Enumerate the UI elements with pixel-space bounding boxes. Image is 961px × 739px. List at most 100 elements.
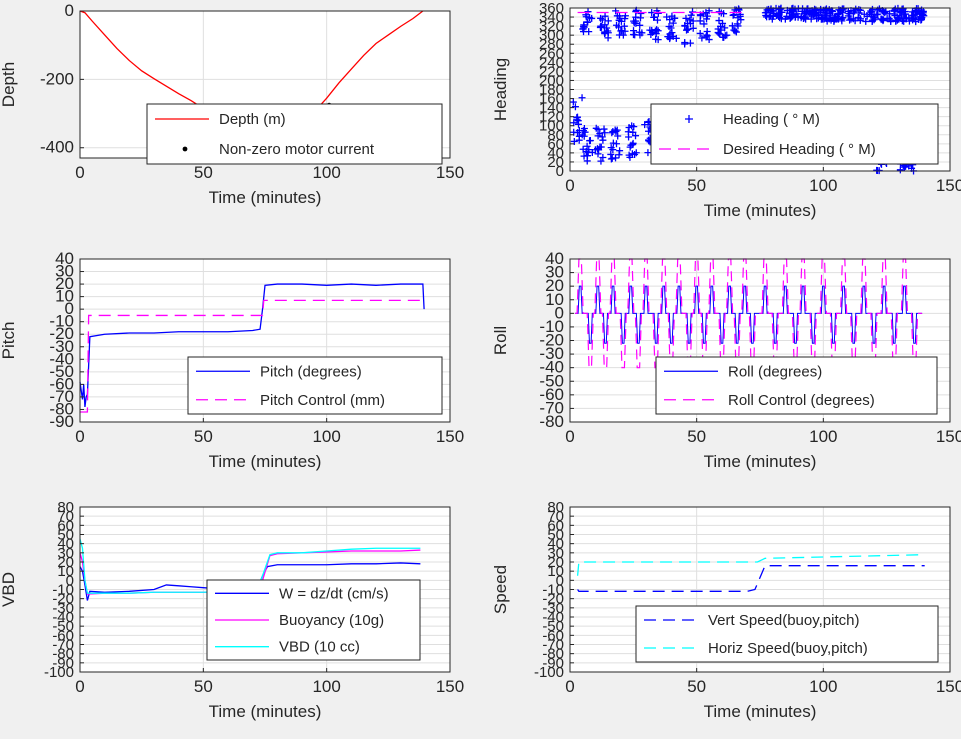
series-1-line	[575, 285, 923, 344]
plus-marker	[570, 119, 578, 127]
plus-marker	[569, 98, 577, 106]
x-tick-label: 150	[436, 427, 464, 446]
plus-marker	[908, 12, 916, 20]
y-tick-label: 40	[57, 536, 74, 553]
y-axis-label: Depth	[0, 62, 18, 107]
y-tick-label: 70	[57, 508, 74, 525]
plus-marker	[597, 14, 605, 22]
plus-marker	[838, 15, 846, 23]
y-tick-label: -30	[49, 337, 74, 356]
y-tick-label: 20	[55, 274, 74, 293]
x-tick-label: 0	[565, 176, 574, 195]
y-tick-label: -50	[49, 362, 74, 381]
plus-marker	[919, 11, 927, 19]
plus-marker	[687, 11, 695, 19]
plus-marker	[601, 21, 609, 29]
x-tick-label: 100	[809, 176, 837, 195]
plus-marker	[684, 25, 692, 33]
y-tick-label: -40	[52, 609, 74, 626]
plus-marker	[612, 140, 620, 148]
plus-marker	[736, 12, 744, 20]
plus-marker	[682, 14, 690, 22]
plus-marker	[630, 123, 638, 131]
x-axis-label: Time (minutes)	[704, 702, 817, 721]
legend: Roll (degrees) Roll Control (degrees)	[655, 356, 938, 415]
plus-marker	[686, 16, 694, 24]
x-tick-label: 50	[194, 163, 213, 182]
plus-marker	[630, 17, 638, 25]
y-tick-label: 10	[545, 290, 564, 309]
plus-marker	[613, 21, 621, 29]
legend-label: VBD (10 cc)	[279, 639, 360, 656]
plus-marker	[896, 166, 904, 174]
plus-marker	[912, 8, 920, 16]
plus-marker	[721, 24, 729, 32]
plus-marker	[715, 8, 723, 16]
y-tick-label: -100	[534, 664, 564, 681]
y-tick-label: 30	[545, 263, 564, 282]
legend-box	[187, 356, 443, 415]
y-tick-label: 60	[57, 517, 74, 534]
plus-marker	[917, 15, 925, 23]
plus-marker	[604, 34, 612, 42]
plus-marker	[683, 26, 691, 34]
plus-marker	[579, 127, 587, 135]
plus-marker	[588, 14, 596, 22]
y-axis-label: Pitch	[0, 322, 18, 360]
plus-marker	[721, 32, 729, 40]
plus-marker	[612, 154, 620, 162]
plus-marker	[604, 27, 612, 35]
y-tick-label: 10	[57, 563, 74, 580]
x-axis-label: Time (minutes)	[209, 188, 322, 207]
plus-marker	[592, 124, 600, 132]
plus-marker	[653, 16, 661, 24]
plus-marker	[844, 12, 852, 20]
plus-marker	[720, 10, 728, 18]
plus-marker	[898, 17, 906, 25]
x-tick-label: 100	[312, 163, 340, 182]
plus-marker	[794, 5, 802, 13]
plus-marker	[636, 21, 644, 29]
y-tick-label: 40	[547, 536, 564, 553]
y-tick-label: 320	[539, 18, 564, 35]
x-tick-label: 50	[194, 427, 213, 446]
y-tick-label: 240	[539, 54, 564, 71]
plus-marker	[781, 15, 789, 23]
series-2-line	[80, 299, 423, 413]
y-tick-label: 30	[57, 545, 74, 562]
legend-label: Buoyancy (10g)	[279, 612, 384, 629]
y-tick-label: -50	[52, 618, 74, 635]
x-tick-label: 100	[809, 427, 837, 446]
plus-marker	[582, 13, 590, 21]
legend-label: Roll (degrees)	[728, 363, 822, 380]
legend-label: Horiz Speed(buoy,pitch)	[708, 640, 868, 657]
x-tick-label: 0	[75, 677, 84, 696]
plus-marker	[583, 18, 591, 26]
legend-marker	[685, 115, 693, 123]
y-tick-label: -70	[52, 637, 74, 654]
y-tick-label: 0	[556, 572, 564, 589]
y-tick-label: 10	[55, 287, 74, 306]
series-2-line	[576, 554, 925, 576]
y-tick-label: -80	[542, 646, 564, 663]
plus-marker	[583, 142, 591, 150]
y-tick-label: 260	[539, 45, 564, 62]
y-tick-label: -200	[40, 69, 74, 88]
plus-marker	[870, 14, 878, 22]
chart-panel-2: 0 50 100 1500204060801001201401601802002202…	[491, 0, 961, 220]
chart-panel-3: 0 50 100 150-90-80-70-60-50-40-30-20-100102…	[0, 249, 464, 471]
plus-marker	[613, 126, 621, 134]
plus-marker	[875, 5, 883, 13]
plus-marker	[703, 31, 711, 39]
plus-marker	[893, 13, 901, 21]
y-tick-label: -80	[539, 412, 564, 431]
y-axis-label: Roll	[491, 326, 510, 355]
plus-marker	[831, 13, 839, 21]
plus-marker	[788, 5, 796, 13]
plus-marker	[912, 18, 920, 26]
y-tick-label: -90	[542, 655, 564, 672]
y-tick-label: -10	[539, 317, 564, 336]
plus-marker	[775, 5, 783, 13]
plus-marker	[571, 103, 579, 111]
